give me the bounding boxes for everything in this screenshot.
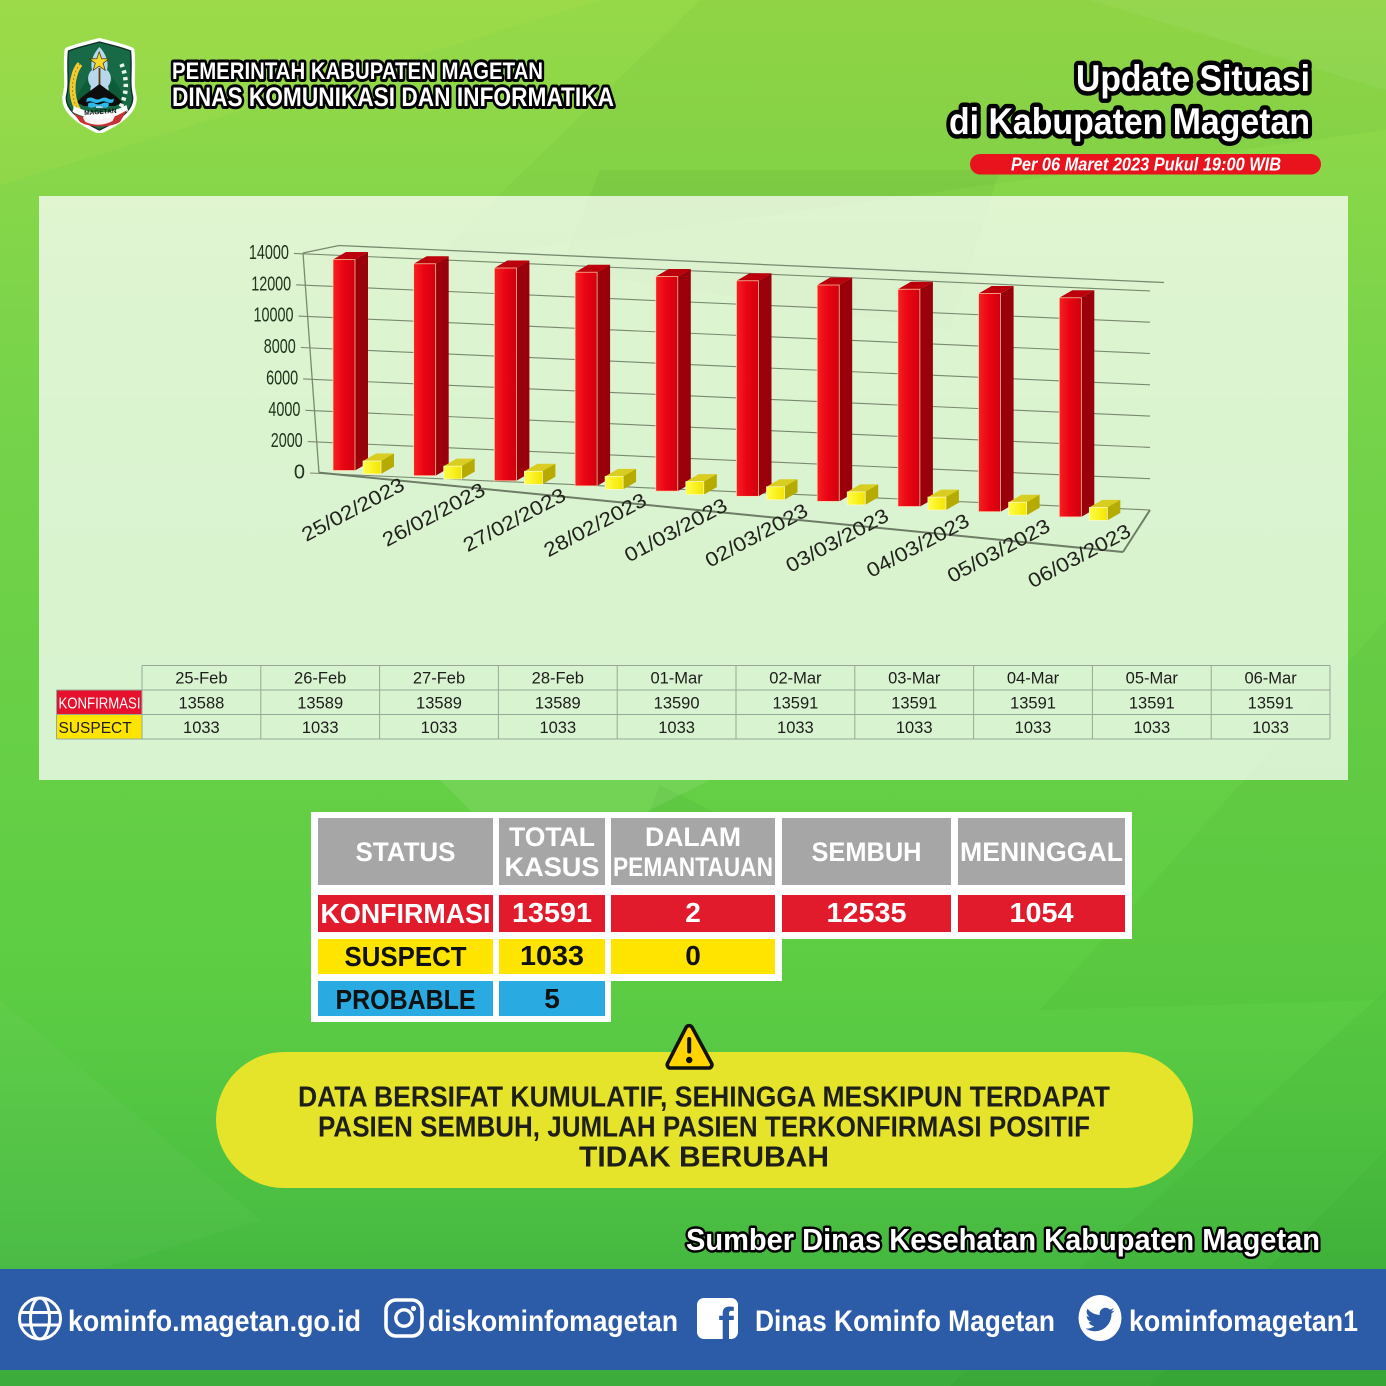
svg-text:28-Feb: 28-Feb	[532, 670, 584, 688]
svg-text:KASUS: KASUS	[505, 852, 600, 882]
svg-text:1033: 1033	[1133, 719, 1170, 737]
svg-text:STATUS: STATUS	[356, 837, 456, 867]
svg-text:13591: 13591	[1248, 695, 1294, 713]
svg-text:SEMBUH: SEMBUH	[812, 837, 922, 867]
svg-text:SUSPECT: SUSPECT	[59, 720, 133, 737]
svg-text:10000: 10000	[254, 305, 294, 327]
svg-text:13591: 13591	[1129, 695, 1175, 713]
svg-text:13589: 13589	[535, 695, 581, 713]
svg-text:KONFIRMASI: KONFIRMASI	[321, 898, 491, 929]
svg-text:TOTAL: TOTAL	[509, 822, 595, 852]
svg-text:12000: 12000	[251, 273, 291, 295]
svg-text:1033: 1033	[896, 719, 933, 737]
svg-text:1033: 1033	[1252, 719, 1289, 737]
svg-text:SUSPECT: SUSPECT	[345, 941, 467, 972]
svg-text:2000: 2000	[271, 430, 303, 452]
svg-text:13591: 13591	[891, 695, 937, 713]
svg-text:13591: 13591	[1010, 695, 1056, 713]
svg-text:PEMANTAUAN: PEMANTAUAN	[613, 852, 773, 882]
svg-text:13589: 13589	[297, 695, 343, 713]
svg-text:01-Mar: 01-Mar	[650, 670, 703, 688]
svg-text:2: 2	[685, 897, 701, 928]
svg-text:1033: 1033	[302, 719, 339, 737]
svg-text:14000: 14000	[249, 242, 289, 264]
svg-text:04-Mar: 04-Mar	[1007, 670, 1060, 688]
svg-text:PASIEN SEMBUH, JUMLAH PASIEN T: PASIEN SEMBUH, JUMLAH PASIEN TERKONFIRMA…	[318, 1112, 1090, 1144]
svg-text:05-Mar: 05-Mar	[1126, 670, 1179, 688]
svg-text:f: f	[718, 1298, 734, 1350]
svg-text:12535: 12535	[827, 897, 907, 928]
svg-text:27-Feb: 27-Feb	[413, 670, 465, 688]
svg-text:13588: 13588	[178, 695, 224, 713]
svg-text:1054: 1054	[1010, 897, 1074, 928]
svg-text:1033: 1033	[777, 719, 814, 737]
svg-text:13590: 13590	[654, 695, 700, 713]
svg-text:1033: 1033	[183, 719, 220, 737]
svg-text:Dinas Kominfo Magetan: Dinas Kominfo Magetan	[755, 1305, 1055, 1338]
svg-text:1033: 1033	[421, 719, 458, 737]
svg-text:1033: 1033	[520, 940, 584, 971]
svg-text:Per 06 Maret 2023 Pukul 19:00: Per 06 Maret 2023 Pukul 19:00 WIB	[1011, 155, 1281, 175]
svg-text:03-Mar: 03-Mar	[888, 670, 941, 688]
svg-text:02-Mar: 02-Mar	[769, 670, 822, 688]
svg-text:KONFIRMASI: KONFIRMASI	[59, 696, 141, 713]
svg-text:4000: 4000	[268, 399, 300, 421]
svg-text:26-Feb: 26-Feb	[294, 670, 346, 688]
svg-text:13591: 13591	[772, 695, 818, 713]
svg-text:0: 0	[685, 940, 701, 971]
svg-text:13589: 13589	[416, 695, 462, 713]
svg-text:06-Mar: 06-Mar	[1244, 670, 1297, 688]
svg-text:0: 0	[294, 462, 305, 484]
svg-text:1033: 1033	[539, 719, 576, 737]
svg-text:MAGETAN: MAGETAN	[84, 108, 117, 117]
svg-text:DATA BERSIFAT KUMULATIF, SEHIN: DATA BERSIFAT KUMULATIF, SEHINGGA MESKIP…	[298, 1082, 1110, 1114]
svg-text:25-Feb: 25-Feb	[175, 670, 227, 688]
svg-text:5: 5	[544, 983, 560, 1014]
svg-text:6000: 6000	[266, 367, 298, 389]
svg-text:diskominfomagetan: diskominfomagetan	[428, 1305, 678, 1338]
svg-text:MENINGGAL: MENINGGAL	[960, 837, 1123, 867]
svg-text:13591: 13591	[512, 897, 592, 928]
svg-text:DINAS KOMUNIKASI DAN INFORMATI: DINAS KOMUNIKASI DAN INFORMATIKA	[172, 82, 614, 112]
svg-text:PEMERINTAH KABUPATEN MAGETAN: PEMERINTAH KABUPATEN MAGETAN	[172, 58, 543, 85]
svg-text:DALAM: DALAM	[645, 822, 741, 852]
svg-text:Update Situasi: Update Situasi	[1076, 58, 1310, 99]
svg-text:Sumber Dinas Kesehatan Kabupat: Sumber Dinas Kesehatan Kabupaten Magetan	[686, 1222, 1320, 1257]
svg-text:1033: 1033	[658, 719, 695, 737]
svg-text:di Kabupaten Magetan: di Kabupaten Magetan	[949, 101, 1310, 142]
svg-text:1033: 1033	[1015, 719, 1052, 737]
svg-text:kominfo.magetan.go.id: kominfo.magetan.go.id	[68, 1305, 361, 1338]
svg-text:8000: 8000	[264, 336, 296, 358]
svg-text:kominfomagetan1: kominfomagetan1	[1129, 1305, 1358, 1338]
svg-text:TIDAK BERUBAH: TIDAK BERUBAH	[579, 1142, 829, 1174]
svg-text:PROBABLE: PROBABLE	[336, 984, 476, 1015]
